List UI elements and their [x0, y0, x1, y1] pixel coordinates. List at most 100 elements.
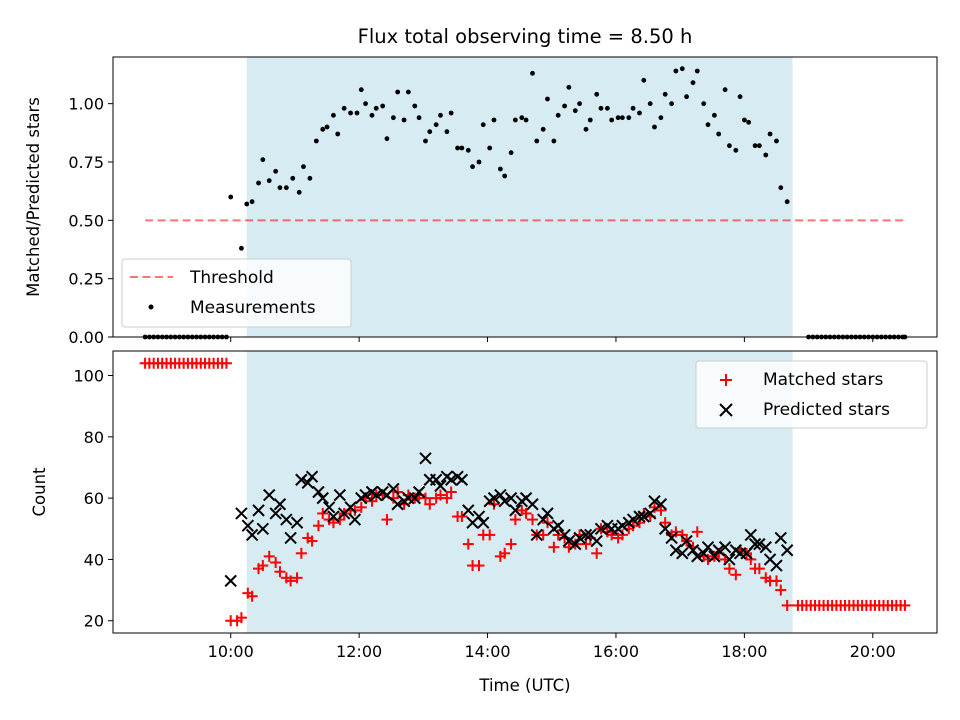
measurement-point [594, 91, 600, 97]
predicted-star-point [654, 498, 668, 511]
measurement-point [470, 164, 475, 170]
predicted-star-point [284, 531, 297, 545]
bottom-x-axis-ticks: 10:00 12:00 14:00 16:00 18:00 20:00 [208, 633, 896, 661]
measurement-point [626, 115, 632, 121]
bottom-x-axis-label: Time (UTC) [478, 676, 570, 695]
measurement-point [497, 166, 503, 172]
measurement-point [726, 143, 732, 149]
measurement-point [363, 101, 368, 107]
predicted-star-point [235, 507, 248, 520]
measurement-point [331, 112, 336, 118]
matched-star-point [484, 529, 496, 541]
measurement-point [273, 168, 279, 174]
matched-star-point [730, 569, 742, 581]
measurement-point [784, 199, 790, 205]
y-tick-label: 0.50 [68, 211, 104, 230]
predicted-star-point [462, 504, 475, 517]
measurement-point [619, 115, 625, 121]
y-tick-label: 100 [73, 367, 104, 386]
top-y-axis-ticks: 0.00 0.25 0.50 0.75 1.00 [68, 95, 113, 347]
predicted-star-point [686, 544, 700, 557]
predicted-star-point [344, 501, 357, 514]
predicted-star-point [305, 470, 319, 483]
predicted-star-point [718, 540, 732, 554]
predicted-star-point [569, 537, 582, 551]
matched-star-point [274, 566, 286, 578]
predicted-star-point [472, 510, 486, 523]
measurement-point [741, 117, 747, 123]
measurement-point [637, 110, 642, 116]
predicted-star-point [759, 540, 772, 554]
predicted-star-point [263, 488, 276, 502]
measurement-point [609, 117, 615, 123]
matched-star-point [899, 599, 911, 611]
measurement-point [630, 105, 636, 111]
predicted-star-point [280, 513, 293, 526]
predicted-star-point [269, 507, 282, 520]
predicted-star-point [370, 488, 383, 502]
bottom-y-axis-ticks: 20 40 60 80 100 [73, 367, 113, 631]
matched-star-point [306, 535, 318, 547]
predicted-star-point [665, 531, 678, 545]
predicted-star-point [579, 528, 593, 542]
y-tick-label: 40 [84, 550, 104, 569]
predicted-star-point [526, 498, 539, 511]
predicted-star-point [224, 574, 237, 588]
matched-star-point [548, 541, 560, 553]
predicted-star-point [477, 516, 490, 529]
measurement-point [605, 105, 610, 111]
measurement-point [335, 131, 341, 137]
measurement-point [763, 152, 769, 158]
measurement-point [244, 201, 250, 207]
measurement-point [239, 245, 244, 251]
matched-star-point [235, 612, 247, 624]
matched-star-point [434, 489, 446, 501]
measurement-point [778, 185, 784, 191]
measurement-point [615, 115, 621, 121]
top-x-axis-ticks [230, 337, 874, 342]
matched-star-point [723, 563, 735, 575]
matched-star-point [327, 517, 339, 529]
predicted-star-point [494, 488, 507, 502]
predicted-legend-label: Predicted stars [763, 400, 890, 420]
measurement-point [438, 112, 443, 118]
predicted-star-point [391, 498, 404, 511]
measurement-point [290, 175, 296, 181]
measurement-point [427, 129, 433, 135]
measurement-point [746, 119, 752, 125]
matched-stars-points [139, 357, 911, 627]
measurement-point [733, 147, 739, 153]
measurement-point [416, 115, 422, 121]
predicted-star-point [701, 540, 715, 554]
predicted-star-point [429, 473, 443, 486]
measurement-point [647, 101, 653, 107]
matched-star-point [616, 529, 628, 541]
predicted-star-point [245, 528, 259, 542]
measurement-point [530, 70, 535, 76]
measurement-point [455, 145, 460, 151]
measurement-point [491, 117, 497, 123]
measurement-point [358, 87, 364, 93]
measurement-point [433, 122, 439, 128]
measurement-point [401, 117, 407, 123]
predicted-star-point [434, 479, 447, 493]
top-legend: Threshold Measurements [121, 258, 352, 328]
predicted-star-point [558, 528, 571, 542]
predicted-star-point [573, 531, 586, 545]
predicted-star-point [648, 494, 661, 508]
matched-star-point [670, 526, 682, 538]
measurement-point [722, 87, 728, 93]
y-tick-label: 0.75 [68, 153, 104, 172]
predicted-star-point [387, 482, 400, 496]
matched-star-point [366, 495, 378, 507]
matched-star-point [456, 511, 468, 523]
predicted-star-point [487, 491, 501, 505]
matched-star-point [381, 514, 393, 526]
matched-star-point [355, 501, 367, 513]
measurement-point [476, 159, 482, 165]
matched-star-point [419, 492, 431, 504]
measurement-point [380, 103, 386, 109]
predicted-star-point [536, 513, 550, 526]
measurement-point [512, 117, 518, 123]
measurement-point [307, 175, 313, 181]
